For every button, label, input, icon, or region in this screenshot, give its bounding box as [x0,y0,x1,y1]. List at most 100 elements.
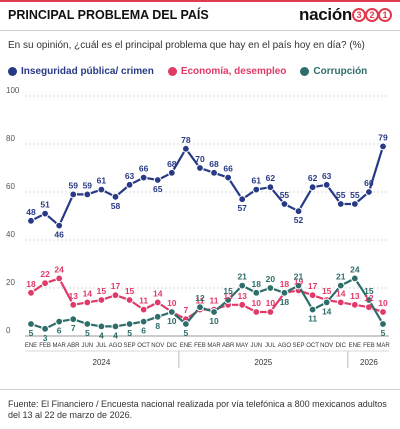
series-2-point-8 [139,317,148,326]
series-1-point-9 [153,298,162,307]
series-2-point-17 [266,284,275,292]
series-1-point-22 [336,298,345,307]
y-tick-label-40: 40 [6,230,15,239]
series-1-label-20: 17 [308,281,318,291]
x-tick-label-7: SEP [124,343,136,349]
legend-item-economia: Economía, desempleo [167,66,286,77]
x-tick-label-5: JUL [96,343,107,349]
series-0-point-0 [27,216,35,225]
brand-digit-3: 1 [378,8,392,22]
y-tick-label-0: 0 [6,326,11,335]
series-0-label-25: 79 [378,132,388,142]
series-1-point-16 [252,308,261,316]
series-0-label-14: 66 [223,164,233,174]
series-2-point-11 [181,320,190,328]
y-tick-label-20: 20 [6,278,15,287]
series-0-point-7 [125,180,134,189]
series-2-label-8: 6 [141,326,146,336]
x-tick-label-25: MAR [376,343,390,349]
series-1-label-12: 11 [195,296,204,306]
x-tick-label-12: FEB [194,343,206,349]
series-1-label-18: 18 [280,279,290,289]
series-1-label-13: 11 [210,296,219,306]
x-tick-label-8: OCT [137,343,150,349]
series-1-label-10: 10 [167,298,177,308]
x-tick-label-0: ENE [25,343,37,349]
series-0-point-1 [41,209,49,218]
series-1-point-20 [308,291,317,300]
series-1-label-24: 12 [364,293,374,303]
series-2-point-25 [379,320,387,328]
series-0-point-4 [83,190,92,199]
series-0-point-12 [196,164,204,172]
series-0-point-19 [294,207,303,216]
series-2-point-15 [238,281,247,290]
series-2-label-25: 5 [381,328,386,338]
series-1-label-1: 22 [40,269,50,279]
brand-name: nación [299,5,352,24]
series-0-point-18 [280,200,289,208]
legend-swatch-economia [167,67,177,76]
chart-legend: Inseguridad pública/ crimen Economía, de… [8,66,400,77]
series-0-label-0: 48 [26,207,36,217]
series-1-label-15: 13 [237,291,247,301]
brand-digit-2: 2 [365,8,379,22]
series-2-label-19: 21 [294,272,304,282]
series-1-point-25 [379,308,387,316]
series-1-point-8 [139,305,148,314]
x-tick-label-15: MAY [236,343,249,349]
series-0-label-18: 55 [280,190,290,200]
series-2-label-9: 8 [155,321,160,331]
series-0-label-7: 63 [125,171,135,181]
series-2-point-0 [27,320,35,328]
series-0-label-13: 68 [209,159,219,169]
series-0-label-2: 46 [54,230,64,240]
series-0-point-17 [266,183,275,192]
series-2-label-23: 24 [350,264,360,274]
series-2-point-12 [196,303,204,312]
legend-label-corrupcion: Corrupción [313,66,368,77]
x-tick-label-21: NOV [320,343,333,349]
series-1-label-3: 13 [69,291,79,301]
series-2-label-4: 5 [85,328,90,338]
series-1-label-23: 13 [350,291,360,301]
series-2-point-21 [322,298,331,307]
series-2-label-1: 3 [43,333,48,343]
series-2-point-4 [83,320,92,328]
series-0-point-3 [69,190,78,199]
series-0-point-23 [350,200,359,208]
series-2-label-7: 5 [127,328,132,338]
series-2-label-17: 20 [266,274,276,284]
legend-swatch-inseguridad [8,67,17,76]
series-2-point-16 [252,288,261,297]
x-tick-label-10: DIC [167,343,178,349]
x-tick-label-24: FEB [363,343,375,349]
x-tick-label-1: FEB [39,343,51,349]
series-1-label-0: 18 [26,279,36,289]
series-0-label-3: 59 [69,180,79,190]
series-2-label-3: 7 [71,323,76,333]
series-0-point-20 [308,183,317,192]
series-0-point-14 [224,173,233,182]
year-label-2026: 2026 [360,358,378,367]
series-2-label-6: 4 [113,330,118,340]
series-0-label-5: 61 [97,176,107,186]
series-2-label-16: 18 [252,279,262,289]
series-2-label-15: 21 [237,272,247,282]
series-1-point-4 [83,298,92,307]
series-1-point-7 [125,296,134,304]
series-0-label-17: 62 [266,173,276,183]
source-note: Fuente: El Financiero / Encuesta naciona… [8,399,387,420]
series-2-point-5 [97,322,106,331]
series-1-label-8: 11 [139,296,148,306]
series-0-label-9: 65 [153,184,163,194]
series-0-label-11: 78 [181,135,191,145]
x-tick-label-20: OCT [306,343,319,349]
series-0-label-21: 63 [322,171,332,181]
series-1-point-0 [27,288,35,297]
x-tick-label-4: JUN [81,343,93,349]
series-1-label-19: 19 [294,276,304,286]
x-tick-label-18: AGO [278,343,292,349]
year-label-2025: 2025 [254,358,272,367]
series-1-point-6 [111,291,120,300]
